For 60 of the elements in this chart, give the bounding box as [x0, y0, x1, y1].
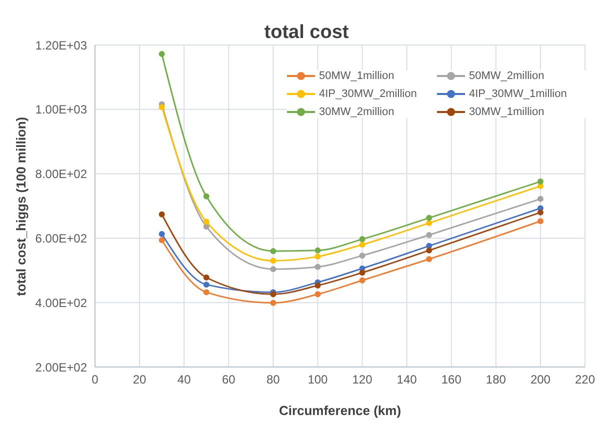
legend-label: 50MW_1million	[319, 70, 394, 82]
x-tick-label: 80	[266, 372, 280, 387]
point	[158, 51, 165, 58]
legend-label: 4IP_30MW_2million	[319, 88, 417, 100]
point	[314, 264, 321, 270]
y-tick-label: 1.20E+03	[35, 38, 88, 52]
point	[537, 178, 544, 185]
point	[359, 277, 366, 284]
point	[270, 248, 276, 254]
x-tick-label: 0	[92, 372, 99, 387]
point	[270, 258, 276, 264]
point	[537, 218, 544, 224]
point	[158, 104, 165, 110]
point	[270, 266, 276, 272]
point	[314, 291, 321, 298]
chart-title: total cost	[264, 22, 349, 43]
point	[203, 282, 210, 288]
x-tick-label: 120	[352, 372, 373, 387]
point	[203, 193, 210, 200]
legend-label: 30MW_1million	[469, 106, 544, 118]
point	[203, 218, 210, 225]
x-tick-label: 20	[132, 372, 147, 387]
y-tick-label: 6.00E+02	[35, 231, 88, 246]
x-tick-label: 220	[574, 372, 596, 387]
y-tick-label: 8.00E+02	[35, 167, 88, 182]
point	[426, 214, 432, 221]
point	[359, 252, 366, 259]
point	[359, 242, 366, 248]
point	[314, 282, 321, 289]
x-tick-label: 200	[530, 372, 551, 387]
point	[158, 237, 165, 244]
point	[426, 232, 432, 238]
y-tick-label: 4.00E+02	[35, 296, 88, 310]
y-tick-label: 2.00E+02	[35, 360, 88, 374]
point	[158, 211, 165, 218]
legend-label: 50MW_2million	[469, 70, 544, 82]
point	[158, 231, 165, 238]
x-tick-label: 40	[177, 372, 192, 387]
legend-label: 4IP_30MW_1million	[469, 88, 567, 100]
point	[203, 289, 210, 296]
x-tick-label: 100	[308, 372, 328, 387]
point	[426, 256, 432, 262]
point	[426, 247, 432, 254]
legend-label: 30MW_2million	[319, 106, 394, 118]
point	[314, 247, 321, 254]
point	[359, 236, 366, 242]
point	[359, 270, 366, 276]
point	[203, 274, 210, 280]
y-tick-label: 1.00E+03	[35, 102, 88, 117]
x-tick-label: 160	[441, 372, 462, 387]
point	[537, 196, 544, 202]
point	[314, 254, 321, 260]
x-tick-label: 180	[486, 372, 506, 387]
point	[537, 209, 544, 216]
y-axis-title: total cost_higgs (100 million)	[14, 116, 29, 296]
x-tick-label: 140	[396, 372, 418, 387]
x-axis-title: Circumference (km)	[278, 403, 402, 418]
point	[426, 220, 432, 226]
point	[270, 300, 276, 306]
x-tick-label: 60	[222, 372, 236, 387]
